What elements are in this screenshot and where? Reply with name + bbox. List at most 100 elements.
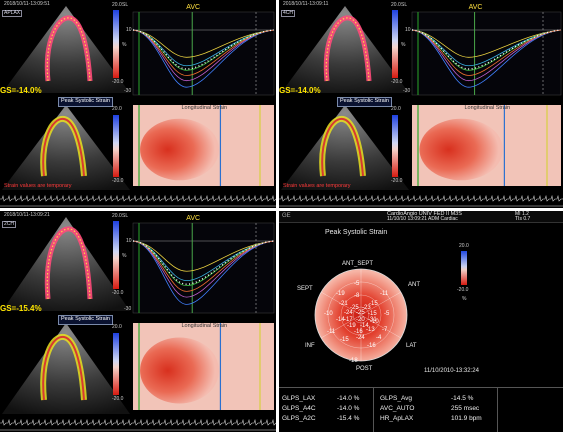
curve-axis-top: 10 bbox=[405, 27, 411, 33]
strain-scale-bar bbox=[113, 221, 119, 289]
segment-strain-curve bbox=[132, 29, 275, 58]
segment-value-inner: -14 bbox=[360, 323, 369, 329]
segment-value-outer: -11 bbox=[380, 291, 389, 297]
header-line-2: 11/10/10 13:09:21 ADM Cardiac bbox=[387, 216, 458, 222]
echo-sector-lower bbox=[281, 105, 409, 190]
glps-summary-value: -14.5 % bbox=[451, 395, 474, 402]
timestamp: 2018/10/11-13:09:51 bbox=[4, 1, 50, 7]
glps-table: GLPS_LAX -14.0 % GLPS_A4C -14.0 % GLPS_A2C -1… bbox=[279, 387, 563, 432]
map-scale-bottom: -20.0 bbox=[112, 396, 124, 402]
glps-summary-label: HR_ApLAX bbox=[380, 415, 414, 422]
echo-sector-upper bbox=[2, 217, 130, 311]
scale-unit: % bbox=[401, 42, 406, 48]
ecg-trace bbox=[0, 418, 276, 426]
avc-label: AVC bbox=[186, 215, 201, 222]
sector-ant-sept: ANT_SEPT bbox=[342, 261, 374, 267]
segment-value-outer: -16 bbox=[367, 343, 376, 349]
lv-tracking-points-upper bbox=[46, 17, 91, 82]
segment-strain-curve bbox=[132, 29, 275, 67]
echo-graphics bbox=[0, 6, 276, 208]
echo-sector-upper bbox=[2, 6, 130, 93]
strain-scale-bar bbox=[392, 10, 398, 78]
echo-graphics bbox=[279, 6, 563, 208]
map-scale-bottom: -20.0 bbox=[112, 178, 124, 184]
ecg-trace bbox=[279, 194, 563, 202]
global-strain-curve bbox=[411, 29, 562, 70]
global-strain-value: GS=-14.0% bbox=[0, 86, 42, 95]
mi-value: MI 1.2 bbox=[515, 211, 529, 217]
view-label: 2CH bbox=[2, 221, 17, 228]
peak-systolic-strain-label: Peak Systolic Strain bbox=[58, 315, 113, 325]
map-scale-top: 20.0 bbox=[112, 106, 122, 112]
lv-strain-trace-lower-inner bbox=[42, 335, 85, 401]
global-strain-value: GS=-14.0% bbox=[279, 86, 321, 95]
strain-map-hotspot bbox=[419, 118, 503, 181]
segment-strain-curve bbox=[132, 240, 275, 292]
scale-bottom-value: -20.0 bbox=[391, 79, 403, 85]
glps-summary-label: AVC_AUTO bbox=[380, 405, 415, 412]
scale-label-sl: SL bbox=[122, 2, 129, 8]
segment-value-mid: -24 bbox=[356, 335, 365, 341]
bullseye-scale-bar bbox=[461, 251, 467, 285]
bullseye-panel: CardioAngio UNIV FED II M3S 11/10/10 13:… bbox=[279, 211, 563, 432]
glps-value: -14.0 % bbox=[337, 395, 360, 402]
strain-scale-bar-lower bbox=[392, 115, 398, 177]
echo-panel-2ch: 2018/10/11-13:09:21 2CH GS=-15.4% 20.0 -20.0… bbox=[0, 211, 276, 432]
scale-label-sl: SL bbox=[122, 213, 129, 219]
tis-value: TIs 0.7 bbox=[515, 216, 531, 222]
sector-inf: INF bbox=[305, 343, 315, 349]
avc-label: AVC bbox=[468, 4, 483, 11]
echo-panel-4ch: 2018/10/11-13:09:11 4CH GS=-14.0% 20.0 -20.0… bbox=[279, 0, 563, 208]
bullseye-graphic bbox=[314, 251, 467, 362]
curve-axis-top: 10 bbox=[126, 238, 132, 244]
segment-strain-curve bbox=[132, 240, 275, 298]
echo-panel-aplax: 2018/10/11-13:09:51 APLAX GS=-14.0% 20.0 -20… bbox=[0, 0, 276, 208]
segment-strain-curve bbox=[132, 240, 275, 272]
lv-tracking-points-upper bbox=[325, 17, 370, 82]
glps-summary-label: GLPS_Avg bbox=[380, 395, 413, 402]
scale-top-value: 20.0 bbox=[112, 213, 122, 219]
view-label: 4CH bbox=[281, 10, 296, 17]
timestamp: 2018/10/11-13:09:21 bbox=[4, 212, 50, 218]
segment-strain-curve bbox=[411, 29, 562, 58]
segment-value-outer: -19 bbox=[336, 291, 345, 297]
glps-value: -15.4 % bbox=[337, 415, 360, 422]
segment-strain-curve bbox=[411, 29, 562, 82]
map-scale-bottom: -20.0 bbox=[391, 178, 403, 184]
peak-systolic-strain-label: Peak Systolic Strain bbox=[337, 97, 392, 107]
curve-axis-bottom: -30 bbox=[403, 88, 411, 94]
glps-table-right: GLPS_Avg -14.5 % AVC_AUTO 255 msec HR_ApLAX 1… bbox=[377, 388, 498, 432]
peak-systolic-strain-label: Peak Systolic Strain bbox=[58, 97, 113, 107]
segment-value-outer: -7 bbox=[382, 327, 388, 333]
bullseye-scale-top: 20.0 bbox=[459, 243, 469, 249]
segment-value-mid: -4 bbox=[376, 335, 382, 341]
segment-value-inner: -25 bbox=[350, 305, 359, 311]
lv-strain-trace-lower-inner bbox=[42, 117, 85, 177]
map-scale-top: 20.0 bbox=[391, 106, 401, 112]
ecg-strip bbox=[279, 190, 563, 208]
glps-summary-value: 255 msec bbox=[451, 405, 480, 412]
segment-value-mid: -15 bbox=[369, 301, 378, 307]
segment-value-outer: -5 bbox=[384, 311, 390, 317]
echo-sector-upper bbox=[281, 6, 409, 93]
segment-value-outer: -5 bbox=[354, 281, 360, 287]
segment-value-inner: -13 bbox=[366, 327, 375, 333]
map-scale-top: 20.0 bbox=[112, 324, 122, 330]
logo-icon: GE bbox=[282, 213, 291, 219]
sector-lat: LAT bbox=[406, 343, 417, 349]
segment-value-mid: -10 bbox=[370, 319, 379, 325]
segment-value-inner: -15 bbox=[368, 311, 377, 317]
avc-label: AVC bbox=[186, 4, 201, 11]
longitudinal-strain-title: Longitudinal Strain bbox=[181, 323, 228, 329]
lv-strain-trace-lower-inner bbox=[321, 117, 364, 177]
scale-top-value: 20.0 bbox=[391, 2, 401, 8]
echo-sector-lower bbox=[2, 105, 130, 190]
segment-strain-curve bbox=[132, 29, 275, 71]
segment-value-inner: -19 bbox=[347, 323, 356, 329]
sector-post: POST bbox=[356, 366, 373, 372]
segment-value-inner: -24 bbox=[344, 310, 353, 316]
segment-value-mid: -21 bbox=[339, 301, 348, 307]
sector-sept: SEPT bbox=[297, 286, 313, 292]
segment-value-outer: -10 bbox=[324, 311, 333, 317]
global-strain-curve bbox=[132, 240, 275, 285]
